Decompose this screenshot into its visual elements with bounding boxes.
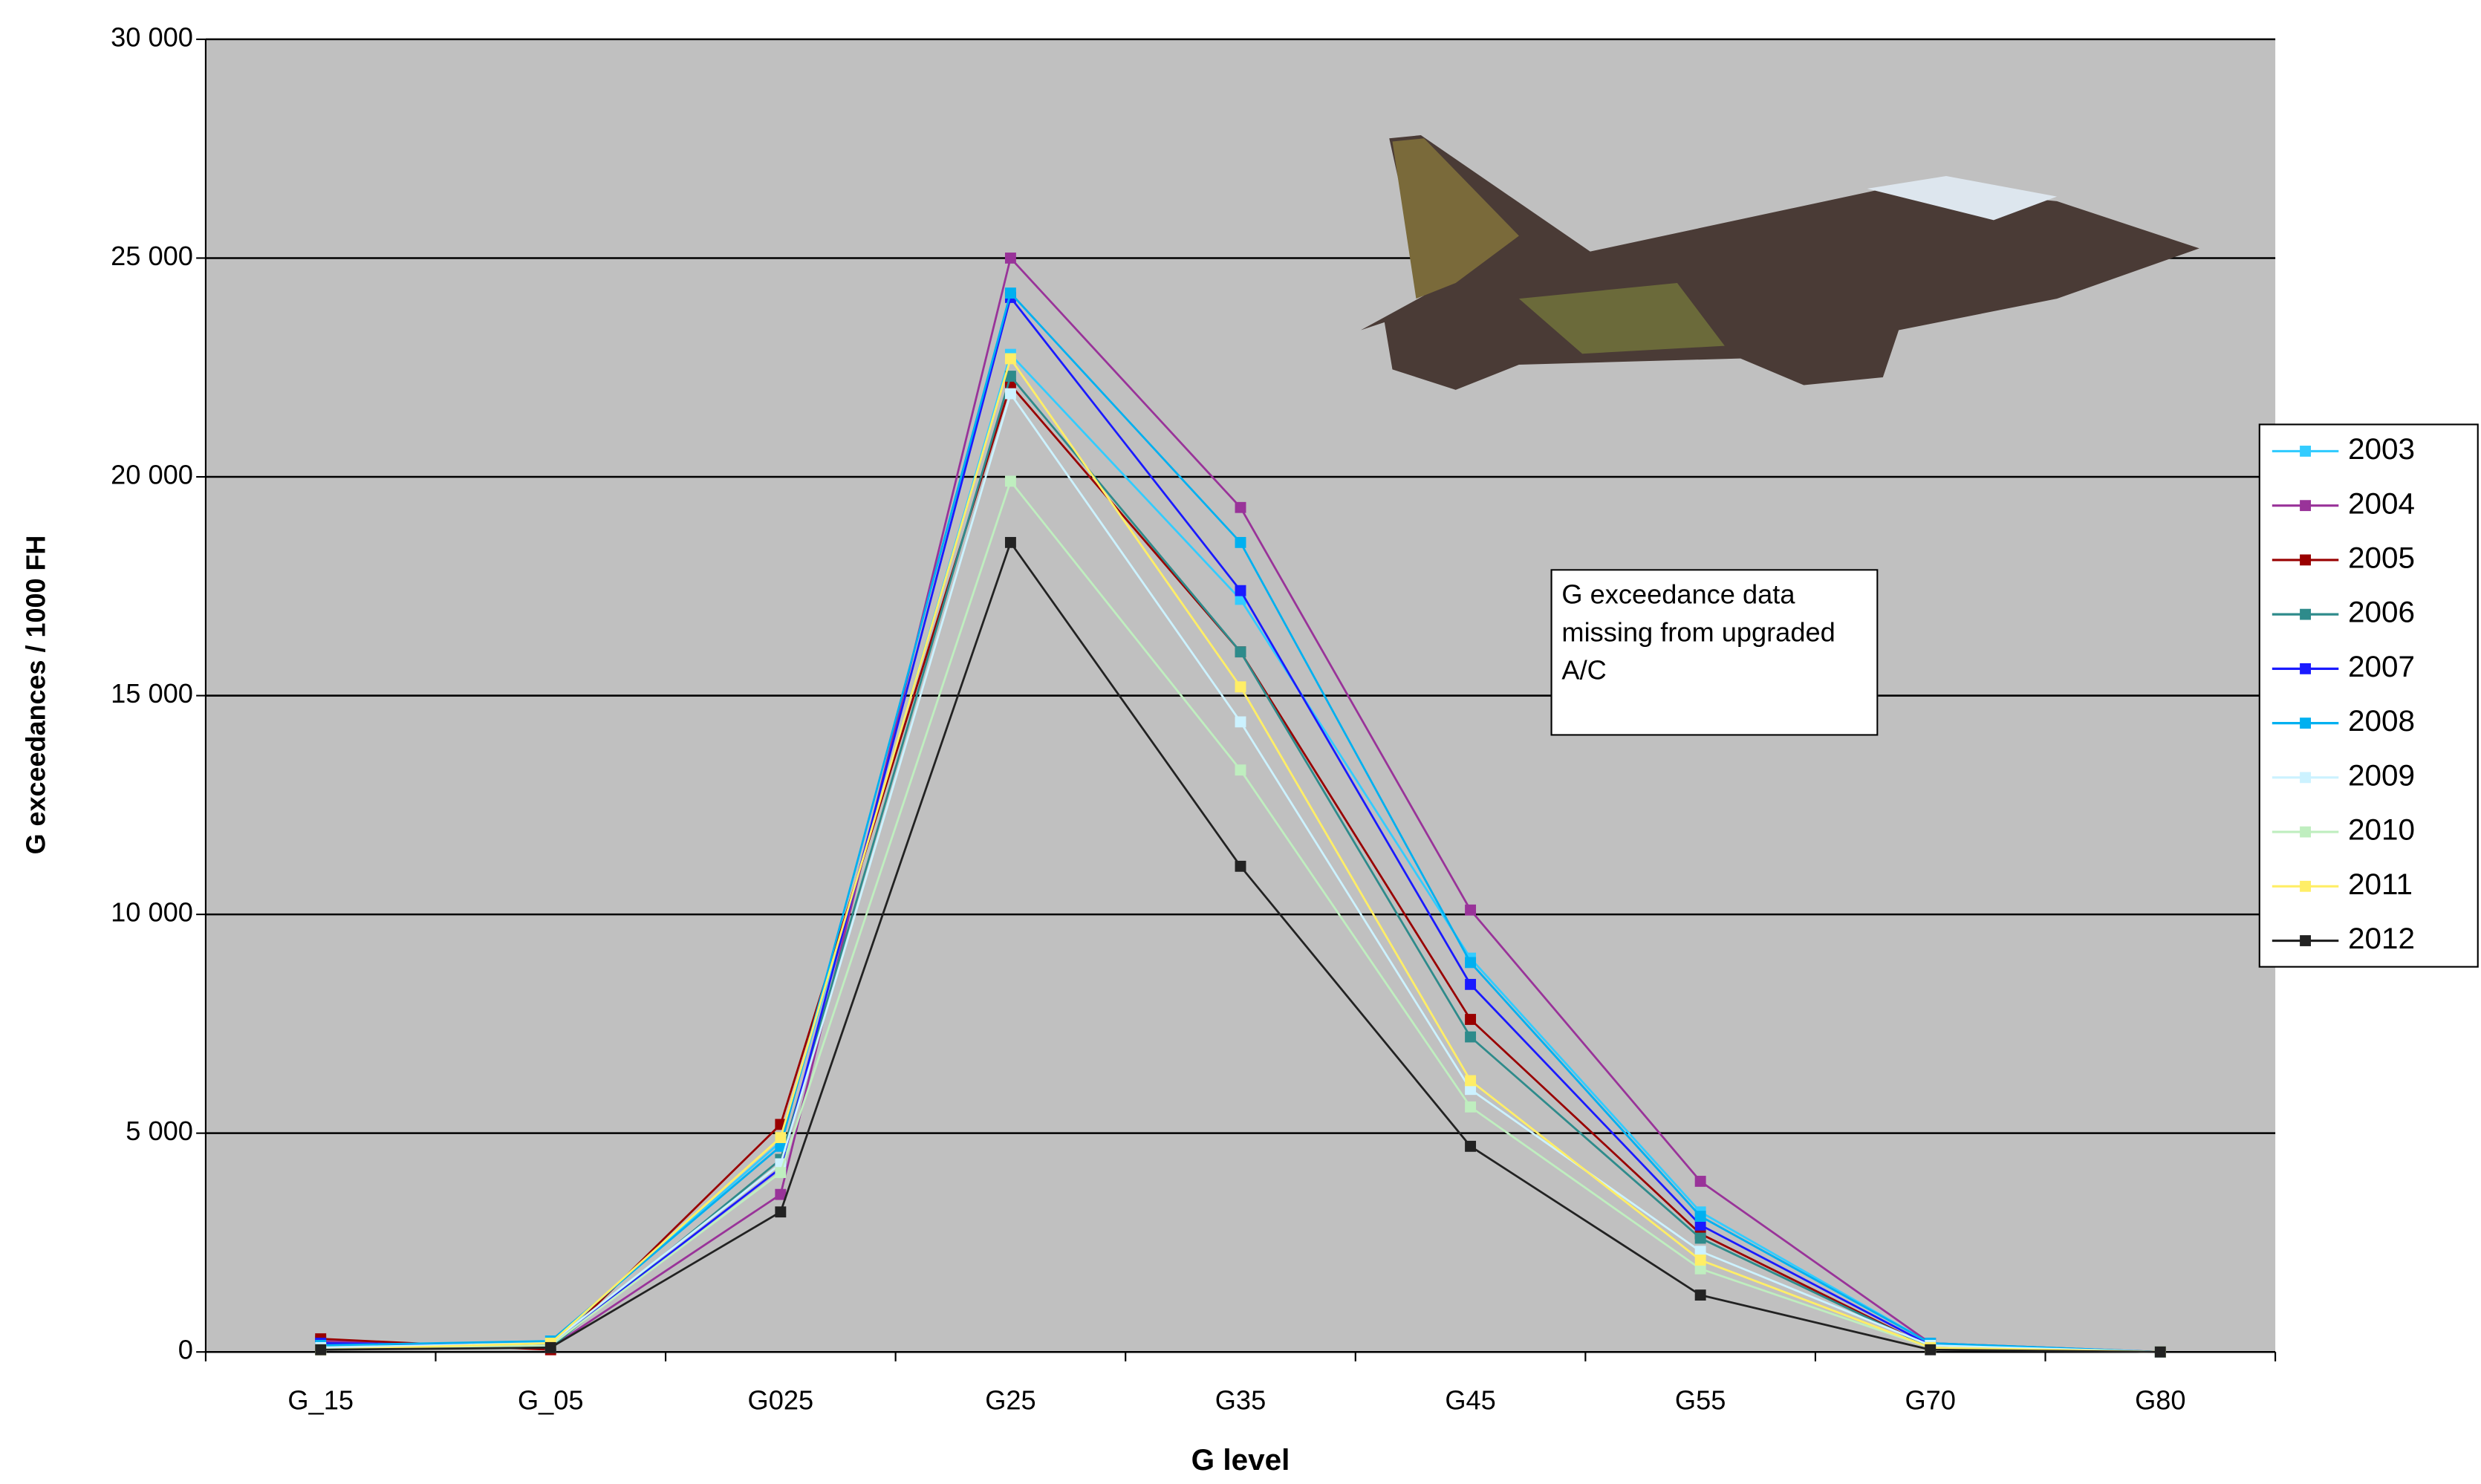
- marker: [2154, 1346, 2166, 1358]
- legend-label: 2009: [2348, 758, 2415, 793]
- marker: [1694, 1263, 1706, 1275]
- legend-label: 2007: [2348, 649, 2415, 683]
- series-lines: [315, 253, 2166, 1358]
- legend-marker: [2300, 717, 2312, 729]
- legend-label: 2005: [2348, 541, 2415, 575]
- marker: [775, 1132, 787, 1143]
- y-tick-label: 25 000: [111, 241, 193, 271]
- marker: [1235, 764, 1246, 776]
- marker: [1235, 716, 1246, 728]
- marker: [1694, 1176, 1706, 1187]
- marker: [1694, 1246, 1706, 1257]
- marker: [775, 1188, 787, 1200]
- marker: [1004, 287, 1016, 299]
- legend-marker: [2300, 935, 2312, 946]
- marker: [1465, 904, 1477, 916]
- marker: [1235, 501, 1246, 513]
- marker: [1694, 1254, 1706, 1266]
- x-tick-label: G45: [1445, 1385, 1495, 1416]
- marker: [775, 1167, 787, 1179]
- legend-label: 2006: [2348, 595, 2415, 629]
- marker: [1235, 860, 1246, 872]
- marker: [1004, 253, 1016, 264]
- marker: [1004, 536, 1016, 548]
- marker: [1694, 1232, 1706, 1244]
- marker: [1465, 1031, 1477, 1043]
- marker: [1465, 978, 1477, 990]
- legend-marker: [2300, 446, 2312, 457]
- annotation-box: G exceedance data missing from upgraded …: [1550, 569, 1879, 736]
- y-axis-title: G exceedances / 1000 FH: [21, 536, 51, 855]
- legend-marker: [2300, 663, 2312, 674]
- marker: [1004, 353, 1016, 365]
- x-tick-label: G35: [1215, 1385, 1266, 1416]
- marker: [1465, 1014, 1477, 1025]
- marker: [1004, 388, 1016, 400]
- marker: [1925, 1344, 1937, 1356]
- legend-label: 2011: [2348, 867, 2413, 901]
- marker: [1465, 1101, 1477, 1113]
- marker: [1694, 1211, 1706, 1222]
- y-tick-label: 20 000: [111, 460, 193, 490]
- legend-label: 2010: [2348, 813, 2415, 847]
- legend-label: 2012: [2348, 921, 2415, 955]
- marker: [1694, 1219, 1706, 1231]
- legend-label: 2004: [2348, 486, 2415, 520]
- legend-marker: [2300, 826, 2312, 838]
- marker: [775, 1206, 787, 1218]
- marker: [1465, 957, 1477, 969]
- legend-marker: [2300, 608, 2312, 620]
- legend-box: [2258, 423, 2479, 968]
- marker: [775, 1140, 787, 1152]
- marker: [1004, 371, 1016, 382]
- marker: [1465, 1075, 1477, 1087]
- x-tick-label: G80: [2135, 1385, 2185, 1416]
- marker: [544, 1341, 556, 1353]
- legend-label: 2008: [2348, 703, 2415, 738]
- legend-marker: [2300, 880, 2312, 892]
- marker: [1235, 646, 1246, 658]
- legend-marker: [2300, 554, 2312, 566]
- marker: [1465, 1084, 1477, 1096]
- marker: [1235, 585, 1246, 596]
- marker: [1235, 681, 1246, 693]
- marker: [1465, 1140, 1477, 1152]
- x-tick-label: G25: [985, 1385, 1035, 1416]
- legend-marker: [2300, 500, 2312, 512]
- x-tick-label: G_15: [287, 1385, 354, 1416]
- x-tick-label: G025: [748, 1385, 814, 1416]
- aircraft-image: [1360, 135, 2199, 390]
- y-tick-label: 0: [178, 1335, 193, 1365]
- y-tick-label: 30 000: [111, 22, 193, 53]
- x-tick-label: G70: [1905, 1385, 1956, 1416]
- legend-marker: [2300, 772, 2312, 784]
- y-tick-label: 10 000: [111, 897, 193, 928]
- marker: [1694, 1289, 1706, 1301]
- marker: [315, 1344, 327, 1356]
- legend-label: 2003: [2348, 432, 2415, 466]
- x-tick-label: G_05: [518, 1385, 584, 1416]
- annotation: G exceedance data missing from upgraded …: [1550, 569, 1879, 736]
- y-tick-label: 15 000: [111, 678, 193, 709]
- x-axis-title: G level: [1191, 1442, 1290, 1477]
- marker: [1235, 536, 1246, 548]
- y-tick-label: 5 000: [126, 1116, 193, 1146]
- x-tick-label: G55: [1675, 1385, 1726, 1416]
- marker: [1004, 475, 1016, 487]
